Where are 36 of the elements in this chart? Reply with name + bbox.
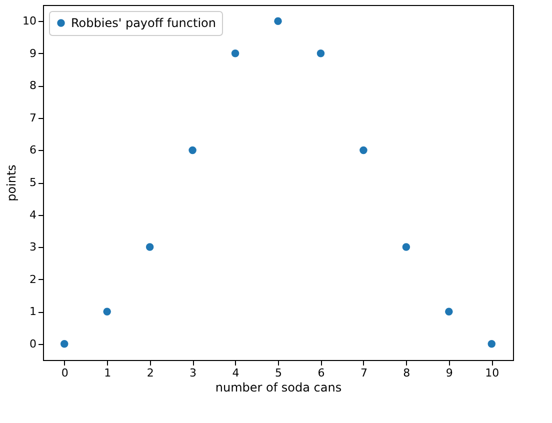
x-tick-label: 2 [146, 366, 154, 380]
legend-label: Robbies' payoff function [71, 16, 216, 30]
x-axis-title: number of soda cans [215, 380, 342, 394]
x-tick-label: 1 [104, 366, 112, 380]
y-tick-label: 8 [30, 79, 36, 92]
point [146, 243, 154, 251]
point [402, 243, 410, 251]
point [274, 17, 282, 25]
point [445, 308, 453, 316]
x-tick-label: 5 [275, 366, 282, 380]
point [231, 50, 240, 58]
y-tick-label: 7 [30, 111, 36, 124]
y-tick-label: 0 [30, 337, 36, 350]
x-tick-label: 0 [61, 366, 68, 380]
y-tick-label: 2 [30, 272, 36, 286]
y-tick-label: 1 [30, 305, 36, 318]
point [488, 340, 496, 348]
point [188, 146, 196, 154]
y-tick-label: 9 [30, 46, 36, 60]
point [103, 308, 111, 316]
point [360, 146, 368, 154]
y-tick-label: 4 [30, 208, 36, 222]
x-tick-label: 6 [318, 366, 325, 380]
point [60, 340, 68, 348]
y-tick-label: 10 [22, 14, 36, 28]
x-tick-label: 7 [360, 366, 368, 380]
y-tick-label: 3 [30, 240, 36, 254]
x-tick-label: 3 [190, 366, 197, 380]
x-tick-label: 9 [446, 366, 453, 380]
y-tick-label: 5 [30, 176, 36, 189]
point [316, 50, 325, 58]
x-tick-label: 4 [232, 366, 240, 380]
x-tick-label: 8 [403, 366, 410, 380]
x-tick-label: 10 [485, 366, 500, 380]
y-axis-title: points [4, 164, 19, 202]
y-tick-label: 6 [30, 144, 36, 157]
